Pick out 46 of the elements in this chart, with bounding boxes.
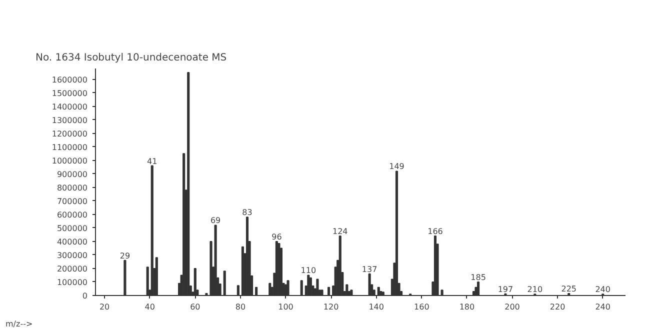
annotation: 110 — [300, 266, 316, 276]
x-tick-label: 60 — [190, 302, 200, 312]
y-tick-label: 1100000 — [52, 142, 88, 152]
x-tick-label: 20 — [99, 302, 110, 312]
annotation: 210 — [527, 285, 543, 294]
annotation: 124 — [332, 227, 348, 236]
x-tick-label: 160 — [414, 302, 430, 312]
annotation: 137 — [362, 264, 378, 274]
y-tick-label: 800000 — [56, 183, 88, 192]
y-tick-label: 1400000 — [52, 102, 88, 112]
x-tick-label: 120 — [323, 302, 339, 312]
y-tick-label: 500000 — [56, 224, 88, 233]
y-tick-label: 600000 — [56, 210, 88, 220]
y-tick-label: 1300000 — [52, 116, 88, 125]
annotation: 149 — [389, 162, 404, 172]
y-tick-label: 200000 — [56, 264, 88, 274]
x-tick-label: 40 — [144, 302, 155, 312]
annotation: 69 — [210, 216, 221, 226]
y-tick-label: 1000000 — [52, 156, 88, 166]
annotation: 41 — [147, 156, 158, 166]
annotation: 197 — [498, 284, 514, 294]
chart-title: No. 1634 Isobutyl 10-undecenoate MS — [36, 52, 227, 64]
x-tick-label: 80 — [235, 302, 246, 312]
annotation: 29 — [120, 251, 130, 260]
x-tick-label: 240 — [595, 302, 610, 312]
x-tick-label: 140 — [368, 302, 384, 312]
y-tick-label: 1200000 — [52, 129, 88, 138]
y-tick-label: 1500000 — [52, 88, 88, 98]
annotation: 166 — [428, 227, 443, 236]
annotation: 96 — [272, 232, 282, 242]
x-tick-label: 200 — [504, 302, 520, 312]
y-tick-label: 900000 — [56, 170, 88, 179]
x-tick-label: 100 — [278, 302, 294, 312]
y-tick-label: 700000 — [56, 196, 88, 206]
y-tick-label: 300000 — [56, 250, 88, 260]
y-tick-label: 1600000 — [52, 75, 88, 84]
x-tick-label: 220 — [550, 302, 566, 312]
x-axis-title: m/z--> — [6, 320, 33, 328]
y-tick-label: 0 — [82, 292, 88, 300]
annotation: 240 — [595, 285, 610, 294]
y-tick-label: 400000 — [56, 237, 88, 246]
x-tick-label: 180 — [459, 302, 475, 312]
annotation: 83 — [242, 208, 252, 218]
annotation: 225 — [561, 284, 577, 294]
annotation: 185 — [470, 272, 486, 282]
y-tick-label: 100000 — [56, 278, 88, 287]
